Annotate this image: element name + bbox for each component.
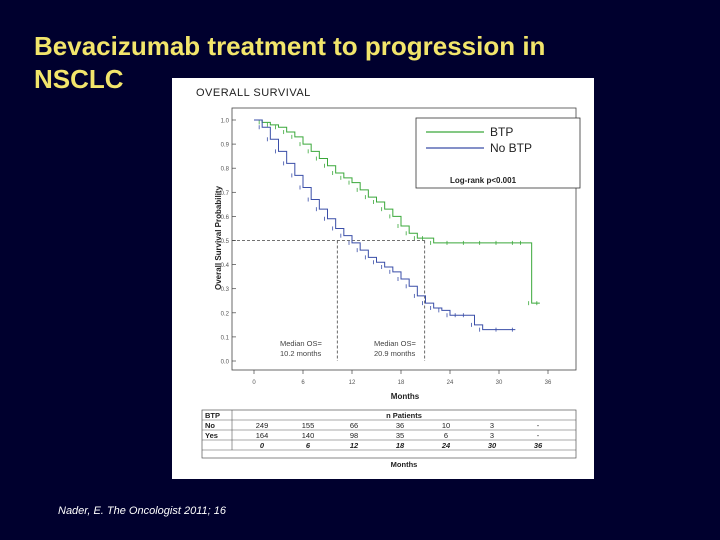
median-os-label-1-line2: 10.2 months: [280, 349, 322, 358]
risk-month-0: 0: [260, 441, 265, 450]
risk-cell-r1-c4: 6: [444, 431, 448, 440]
x-tick-label-4: 24: [447, 380, 454, 386]
series-layer: [254, 119, 540, 332]
y-tick-label-4: 0.4: [221, 263, 230, 269]
y-tick-label-3: 0.3: [221, 287, 230, 293]
risk-cell-r0-c3: 36: [396, 421, 404, 430]
y-tick-label-7: 0.7: [221, 191, 230, 197]
x-tick-label-0: 0: [252, 380, 256, 386]
citation: Nader, E. The Oncologist 2011; 16: [58, 505, 226, 517]
risk-month-4: 24: [441, 441, 451, 450]
risk-month-6: 36: [534, 441, 543, 450]
x-tick-label-5: 30: [496, 380, 503, 386]
citation-author: Nader, E.: [58, 505, 107, 517]
risk-table-header-title: n Patients: [386, 411, 422, 420]
risk-cell-r1-c1: 140: [302, 431, 315, 440]
series-curve-1: [254, 119, 516, 331]
median-reference-lines: [232, 240, 426, 361]
y-tick-label-6: 0.6: [221, 215, 230, 221]
plot-frame-box: [231, 107, 577, 371]
risk-cell-r0-c5: 3: [490, 421, 494, 430]
risk-month-2: 12: [350, 441, 359, 450]
risk-month-1: 6: [306, 441, 311, 450]
risk-table-cells: 249 155 66 36 10 3 - 164 140 98 35 6 3 - 0 6 12 18 24 30 36: [256, 421, 543, 450]
risk-cell-r0-c4: 10: [442, 421, 450, 430]
risk-cell-r1-c6: -: [537, 431, 540, 440]
y-tick-label-8: 0.8: [221, 167, 230, 173]
risk-cell-r0-c6: -: [537, 421, 540, 430]
slide-title-line2: NSCLC: [34, 63, 124, 94]
median-os-label-2-line2: 20.9 months: [374, 349, 416, 358]
risk-month-3: 18: [396, 441, 405, 450]
legend: BTP No BTP Log-rank p<0.001: [415, 117, 581, 189]
legend-box: [415, 117, 581, 189]
legend-label-no-btp: No BTP: [490, 141, 532, 155]
risk-table-row-label-yes: Yes: [205, 431, 218, 440]
risk-table-row-label-no: No: [205, 421, 215, 430]
survival-chart: OVERALL SURVIVAL 0.00.10.20.30.40.50.60.…: [196, 87, 581, 469]
risk-cell-r1-c3: 35: [396, 431, 404, 440]
y-tick-label-2: 0.2: [221, 311, 230, 317]
figure-panel: OVERALL SURVIVAL 0.0 0.1 0.2 0.3 0.4 0.5 0.6 0.…: [172, 78, 594, 479]
risk-cell-r0-c0: 249: [256, 421, 269, 430]
y-tick-label-10: 1.0: [221, 119, 230, 125]
risk-cell-r1-c0: 164: [256, 431, 269, 440]
x-tick-label-3: 18: [398, 380, 405, 386]
y-axis-label: Overall Survival Probability: [214, 185, 223, 290]
plot-frame: [231, 107, 577, 371]
risk-table-header-label: BTP: [205, 411, 220, 420]
y-tick-label-1: 0.1: [221, 335, 230, 341]
chart-title: OVERALL SURVIVAL: [196, 87, 311, 99]
x-tick-label-6: 36: [545, 380, 552, 386]
risk-cell-r0-c2: 66: [350, 421, 358, 430]
risk-cell-r0-c1: 155: [302, 421, 315, 430]
legend-label-btp: BTP: [490, 125, 513, 139]
x-tick-label-1: 6: [301, 380, 305, 386]
risk-month-5: 30: [488, 441, 497, 450]
risk-table: BTP n Patients No Yes 249 155 66 36 10 3 -164 1…: [201, 409, 577, 469]
y-tick-label-9: 0.9: [221, 143, 230, 149]
risk-cell-r1-c2: 98: [350, 431, 358, 440]
risk-table-footer-label: Months: [391, 460, 418, 469]
median-os-label-1-line1: Median OS=: [280, 339, 323, 348]
x-tick-label-2: 12: [349, 380, 356, 386]
logrank-annotation: Log-rank p<0.001: [450, 176, 517, 185]
slide-title-line1: Bevacizumab treatment to progression in: [34, 31, 546, 61]
y-tick-label-5: 0.5: [221, 239, 230, 245]
axis-ticks: 0.0 0.1 0.2 0.3 0.4 0.5 0.6 0.7 0.8 0.9 1.0 0 6 12 18 2…: [221, 119, 552, 387]
slide-title: Bevacizumab treatment to progression in …: [34, 30, 694, 95]
citation-journal: The Oncologist 2011; 16: [106, 505, 226, 517]
risk-cell-r1-c5: 3: [490, 431, 494, 440]
y-tick-label-0: 0.0: [221, 360, 230, 366]
series-curve-0: [254, 119, 540, 304]
x-axis-label: Months: [391, 392, 420, 401]
median-os-label-2-line1: Median OS=: [374, 339, 417, 348]
